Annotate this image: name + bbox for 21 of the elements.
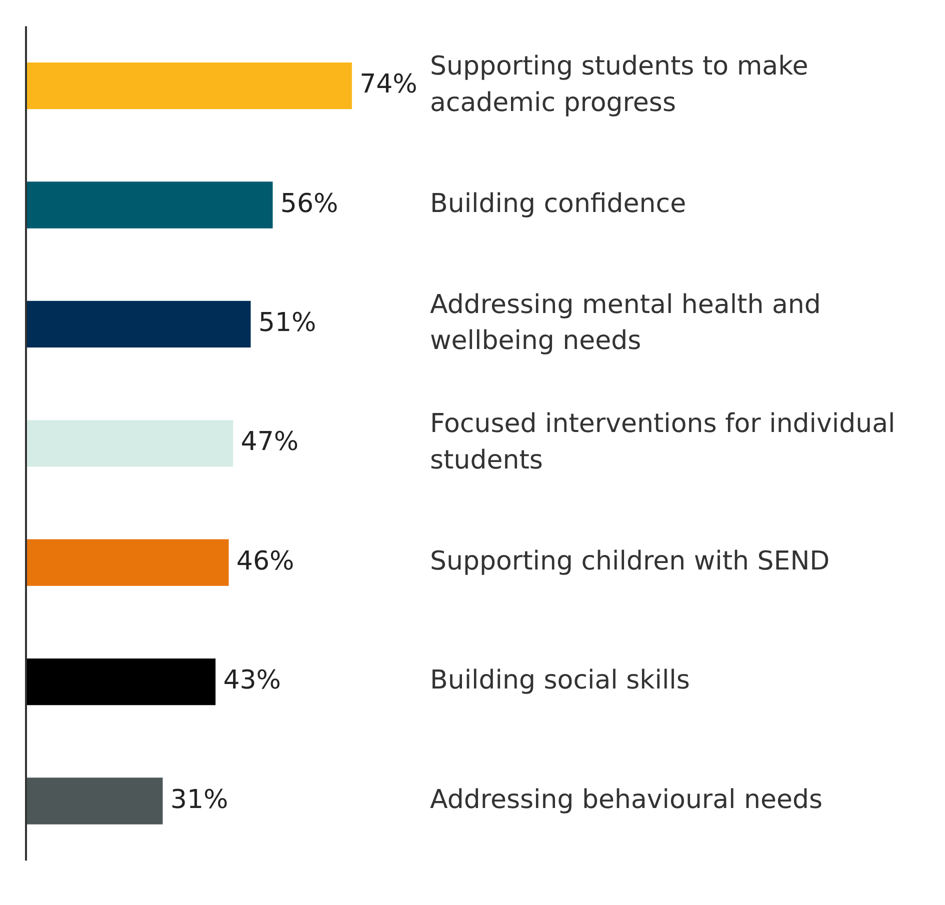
- bar: [26, 539, 229, 586]
- y-tick-label: Building confidence: [430, 188, 686, 219]
- y-tick-label: Focused interventions for individual students: [430, 408, 896, 476]
- bar: [26, 182, 273, 228]
- bar: [26, 658, 216, 706]
- data-label: 31%: [170, 784, 228, 815]
- y-tick-label: Supporting students to make academic progress: [430, 51, 808, 118]
- data-label: 56%: [280, 188, 338, 219]
- data-label: 43%: [223, 666, 281, 696]
- bar: [26, 62, 352, 110]
- data-label: 51%: [258, 308, 316, 338]
- data-label: 74%: [360, 70, 418, 100]
- data-label: 46%: [236, 546, 294, 576]
- y-tick-label: Supporting children with SEND: [430, 546, 830, 576]
- data-label: 47%: [240, 427, 299, 458]
- y-tick-label: Addressing mental health and wellbeing needs: [430, 290, 821, 356]
- bar: [26, 300, 251, 348]
- y-tick-label: Addressing behavioural needs: [430, 784, 823, 815]
- bar: [26, 778, 163, 824]
- y-tick-label: Building social skills: [430, 666, 690, 696]
- bar: [26, 420, 234, 467]
